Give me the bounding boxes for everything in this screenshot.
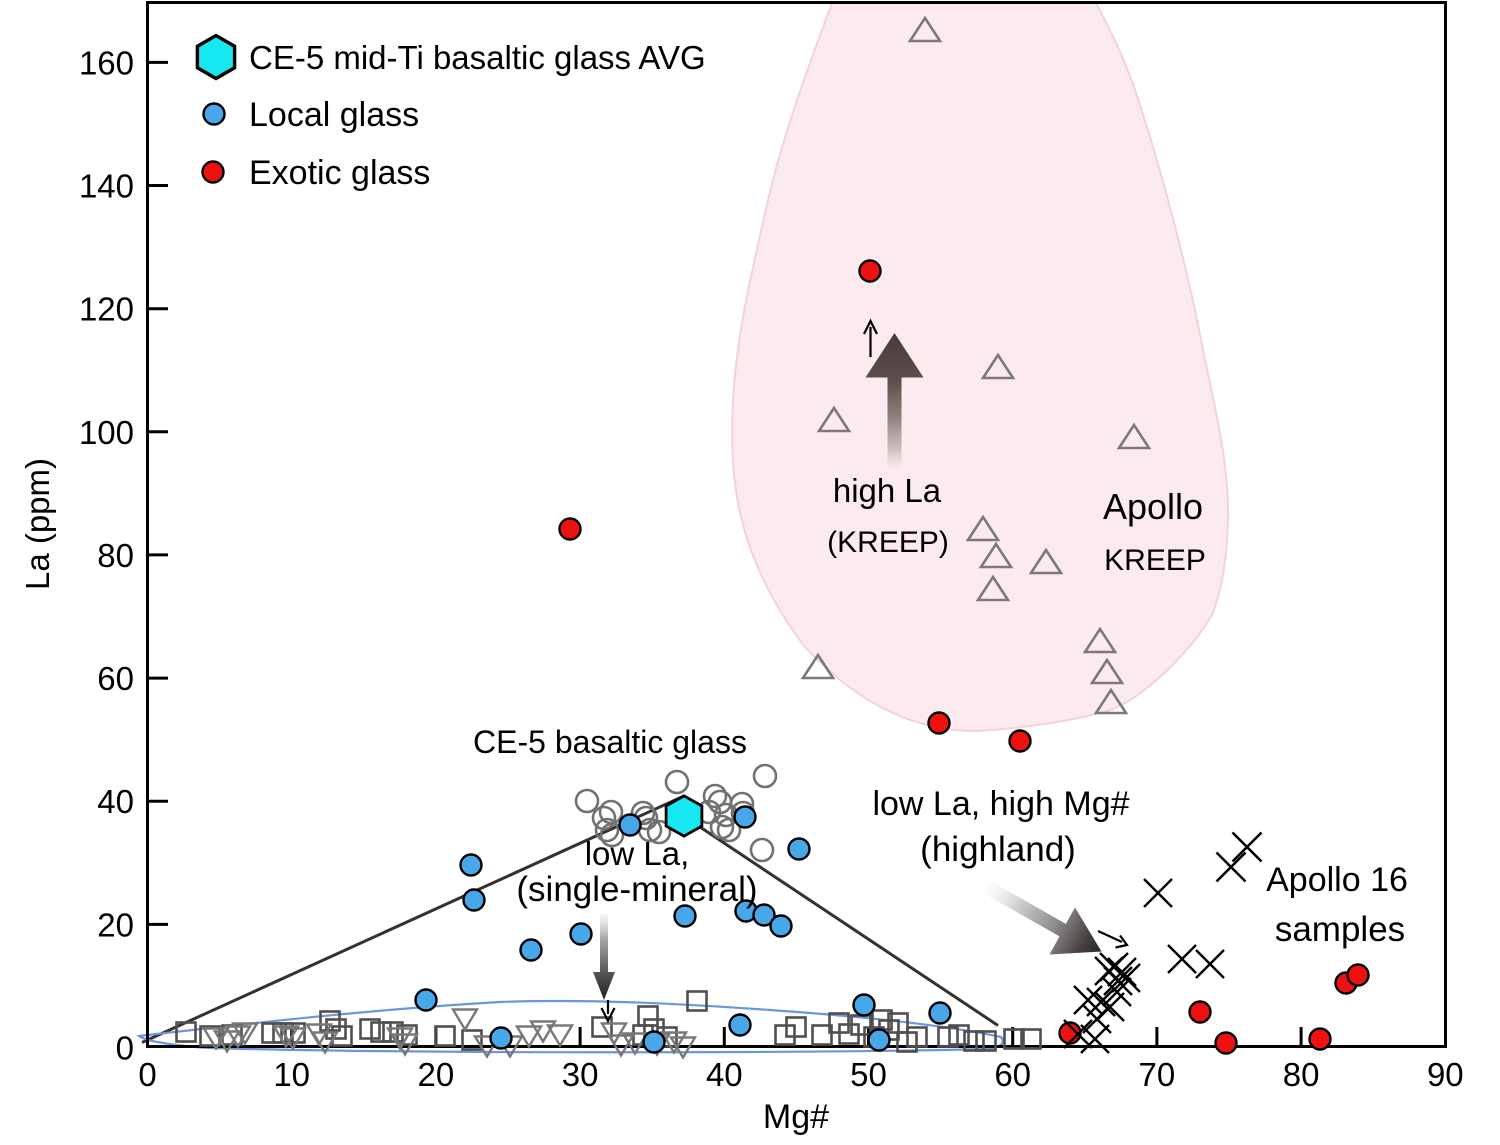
- svg-text:100: 100: [79, 414, 134, 451]
- svg-text:60: 60: [97, 660, 134, 697]
- svg-text:20: 20: [418, 1056, 455, 1093]
- svg-text:10: 10: [273, 1056, 310, 1093]
- svg-text:KREEP: KREEP: [1104, 544, 1206, 577]
- svg-text:high La: high La: [833, 472, 942, 509]
- svg-text:90: 90: [1427, 1056, 1464, 1093]
- svg-text:120: 120: [79, 291, 134, 328]
- svg-text:80: 80: [1283, 1056, 1320, 1093]
- svg-text:Exotic glass: Exotic glass: [249, 154, 430, 192]
- svg-text:160: 160: [79, 44, 134, 81]
- svg-text:40: 40: [706, 1056, 743, 1093]
- svg-text:80: 80: [97, 537, 134, 574]
- svg-text:40: 40: [97, 783, 134, 820]
- svg-text:70: 70: [1139, 1056, 1176, 1093]
- svg-text:(KREEP): (KREEP): [827, 526, 949, 559]
- svg-text:0: 0: [116, 1030, 134, 1067]
- svg-text:samples: samples: [1275, 910, 1405, 949]
- svg-text:(single-mineral): (single-mineral): [516, 870, 757, 909]
- svg-text:La (ppm): La (ppm): [19, 458, 56, 590]
- svg-text:20: 20: [97, 906, 134, 943]
- svg-text:0: 0: [138, 1056, 156, 1093]
- svg-text:Apollo 16: Apollo 16: [1266, 861, 1408, 899]
- svg-text:Apollo: Apollo: [1103, 486, 1203, 527]
- svg-text:low La,: low La,: [585, 835, 690, 872]
- svg-text:30: 30: [562, 1056, 599, 1093]
- svg-text:Mg#: Mg#: [763, 1098, 829, 1136]
- svg-text:(highland): (highland): [920, 830, 1076, 869]
- svg-text:CE-5 mid-Ti basaltic glass AVG: CE-5 mid-Ti basaltic glass AVG: [249, 39, 706, 76]
- svg-text:Local glass: Local glass: [249, 96, 419, 134]
- svg-text:140: 140: [79, 168, 134, 205]
- svg-text:60: 60: [994, 1056, 1031, 1093]
- svg-text:low La, high Mg#: low La, high Mg#: [872, 785, 1129, 823]
- svg-text:CE-5 basaltic glass: CE-5 basaltic glass: [473, 724, 747, 760]
- svg-text:50: 50: [850, 1056, 887, 1093]
